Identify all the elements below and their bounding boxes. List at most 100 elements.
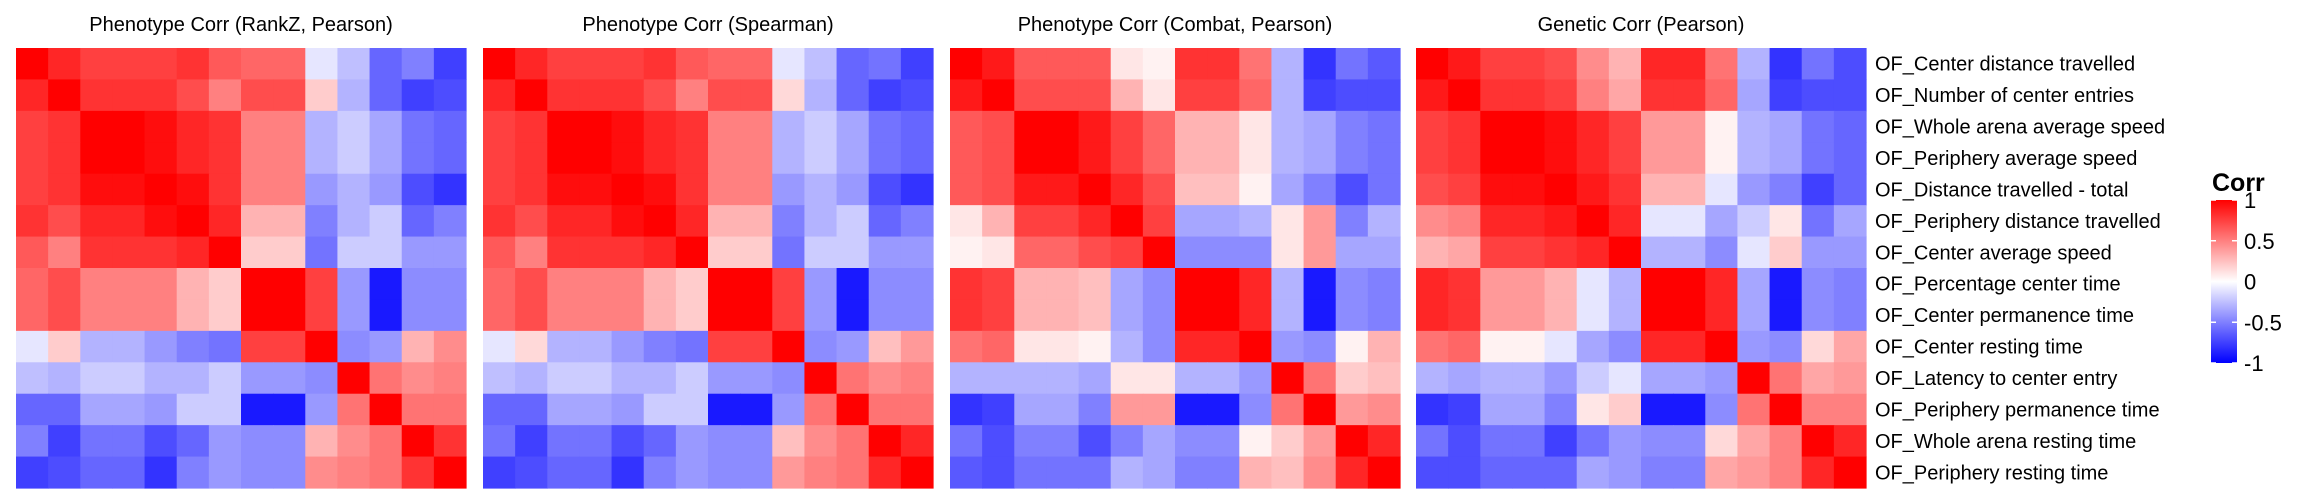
heatmap-cell <box>401 173 435 206</box>
heatmap-cell <box>1207 268 1240 301</box>
heatmap-cell <box>80 268 114 301</box>
heatmap-cell <box>675 393 709 426</box>
heatmap-cell <box>1801 456 1835 489</box>
heatmap-cell <box>1480 79 1514 112</box>
heatmap-cell <box>1175 173 1208 206</box>
heatmap-cell <box>1608 236 1642 269</box>
heatmap-cell <box>1608 299 1642 332</box>
heatmap-cell <box>1207 142 1240 175</box>
heatmap-cell <box>483 236 516 269</box>
heatmap-cell <box>740 173 773 206</box>
heatmap-cell <box>611 173 645 206</box>
heatmap-cell <box>1769 362 1803 395</box>
heatmap-cell <box>1142 425 1176 458</box>
heatmap-cell <box>1608 393 1642 426</box>
heatmap-cell <box>643 456 677 489</box>
heatmap-cell <box>1608 425 1642 458</box>
heatmap-cell <box>982 236 1015 269</box>
heatmap-cell <box>1608 456 1642 489</box>
heatmap-cell <box>1544 362 1578 395</box>
heatmap-cell <box>1142 299 1176 332</box>
heatmap-cell <box>16 393 49 426</box>
heatmap-cell <box>1801 142 1835 175</box>
heatmap-cell <box>1239 425 1273 458</box>
heatmap-cell <box>1673 330 1706 363</box>
heatmap-cell <box>1544 205 1578 238</box>
heatmap-cell <box>401 48 435 81</box>
heatmap-cell <box>337 393 371 426</box>
heatmap-cell <box>1576 142 1610 175</box>
heatmap-cell <box>1078 205 1112 238</box>
heatmap-cell <box>740 362 773 395</box>
heatmap-cell <box>144 330 178 363</box>
heatmap-cell <box>1142 173 1176 206</box>
heatmap-cell <box>1303 205 1337 238</box>
heatmap-cell <box>547 425 581 458</box>
heatmap-cell <box>337 362 371 395</box>
heatmap-cell <box>1239 456 1273 489</box>
heatmap-cell <box>337 79 371 112</box>
heatmap-cell <box>1271 362 1305 395</box>
heatmap-cell <box>1833 425 1867 458</box>
heatmap-cell <box>1641 205 1674 238</box>
heatmap-cell <box>144 110 178 143</box>
heatmap-cell <box>804 110 838 143</box>
heatmap-cell <box>1014 330 1048 363</box>
heatmap-cell <box>401 362 435 395</box>
heatmap-cell <box>1448 205 1481 238</box>
heatmap-cell <box>1110 456 1144 489</box>
heatmap-cell <box>1801 236 1835 269</box>
heatmap-cell <box>1673 236 1706 269</box>
heatmap-cell <box>16 268 49 301</box>
heatmap-cell <box>804 456 838 489</box>
heatmap-cell <box>515 268 548 301</box>
heatmap-panel: Phenotype Corr (RankZ, Pearson) <box>16 14 467 489</box>
heatmap-cell <box>208 173 242 206</box>
heatmap-cell <box>1142 48 1176 81</box>
heatmap-cell <box>369 173 403 206</box>
heatmap-cell <box>144 456 178 489</box>
heatmap-cell <box>643 425 677 458</box>
heatmap-cell <box>1608 362 1642 395</box>
heatmap-cell <box>1014 48 1048 81</box>
heatmap-cell <box>772 205 806 238</box>
heatmap-cell <box>1769 79 1803 112</box>
heatmap-cell <box>337 142 371 175</box>
heatmap-cell <box>1833 173 1867 206</box>
heatmap-cell <box>1705 393 1739 426</box>
heatmap-cell <box>547 362 581 395</box>
heatmap-cell <box>1416 330 1449 363</box>
heatmap-cell <box>1448 299 1481 332</box>
heatmap-cell <box>868 393 902 426</box>
heatmap-cell <box>369 330 403 363</box>
heatmap-cell <box>1078 79 1112 112</box>
heatmap-cell <box>1078 362 1112 395</box>
heatmap-cell <box>1110 268 1144 301</box>
heatmap-cell <box>176 393 210 426</box>
heatmap-cell <box>611 456 645 489</box>
heatmap-cell <box>1769 425 1803 458</box>
heatmap-cell <box>16 205 49 238</box>
heatmap-cell <box>982 173 1015 206</box>
heatmap-cell <box>273 425 306 458</box>
heatmap-cell <box>1110 48 1144 81</box>
heatmap-cell <box>1303 362 1337 395</box>
heatmap-cell <box>772 48 806 81</box>
heatmap-cell <box>708 110 741 143</box>
heatmap-cell <box>1142 110 1176 143</box>
heatmap-cell <box>982 110 1015 143</box>
heatmap-cell <box>1239 362 1273 395</box>
heatmap-cell <box>401 268 435 301</box>
heatmap-cell <box>643 393 677 426</box>
heatmap-cell <box>675 425 709 458</box>
heatmap-cell <box>1110 236 1144 269</box>
heatmap-cell <box>1801 330 1835 363</box>
heatmap-cell <box>1448 48 1481 81</box>
heatmap-cell <box>1110 79 1144 112</box>
heatmap-cell <box>1303 173 1337 206</box>
heatmap-cell <box>433 236 467 269</box>
heatmap-cell <box>16 173 49 206</box>
heatmap-cell <box>208 142 242 175</box>
heatmap-cell <box>1480 142 1514 175</box>
